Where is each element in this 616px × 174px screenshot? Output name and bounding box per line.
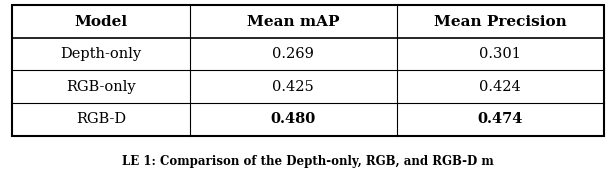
Text: Mean Precision: Mean Precision (434, 15, 567, 29)
Text: Depth-only: Depth-only (60, 47, 142, 61)
Text: 0.424: 0.424 (479, 80, 521, 94)
Text: 0.480: 0.480 (270, 112, 316, 126)
Text: LE 1: Comparison of the Depth-only, RGB, and RGB-D m: LE 1: Comparison of the Depth-only, RGB,… (122, 155, 494, 168)
Text: Mean mAP: Mean mAP (247, 15, 339, 29)
Text: 0.301: 0.301 (479, 47, 521, 61)
Text: RGB-only: RGB-only (66, 80, 136, 94)
Text: RGB-D: RGB-D (76, 112, 126, 126)
Text: Model: Model (75, 15, 128, 29)
Text: 0.425: 0.425 (272, 80, 314, 94)
Text: 0.474: 0.474 (477, 112, 523, 126)
Text: 0.269: 0.269 (272, 47, 314, 61)
